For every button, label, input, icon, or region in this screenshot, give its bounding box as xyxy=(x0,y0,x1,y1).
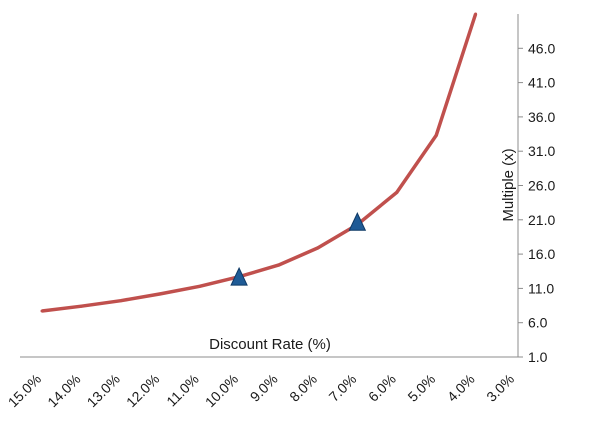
x-tick-label: 11.0% xyxy=(163,371,202,410)
data-point xyxy=(40,309,44,313)
data-point xyxy=(158,292,162,296)
data-point xyxy=(474,12,478,16)
y-tick-label: 31.0 xyxy=(528,143,555,159)
marker-triangle-1 xyxy=(348,212,367,231)
x-axis-ticks: 15.0% 14.0% 13.0% 12.0% 11.0% 10.0% 9.0% 8.0% 7.… xyxy=(5,371,517,410)
data-point xyxy=(434,133,438,137)
marker-triangle-0 xyxy=(230,266,248,286)
x-tick-label: 7.0% xyxy=(326,371,360,405)
data-point xyxy=(277,263,280,267)
y-tick-label: 1.0 xyxy=(528,349,548,365)
x-tick-label: 9.0% xyxy=(247,371,281,405)
y-tick-label: 6.0 xyxy=(528,315,548,331)
y-tick-label: 11.0 xyxy=(528,280,554,296)
data-point xyxy=(198,284,202,288)
data-point xyxy=(79,304,83,308)
x-tick-label: 6.0% xyxy=(365,371,399,405)
y-tick-label: 26.0 xyxy=(528,178,555,194)
y-tick-label: 16.0 xyxy=(528,246,555,262)
data-point xyxy=(316,246,320,250)
x-tick-label: 5.0% xyxy=(404,371,438,405)
series-line-0 xyxy=(41,13,478,313)
marker-layer xyxy=(230,212,367,286)
y-tick-label: 46.0 xyxy=(528,40,555,56)
y-tick-label: 41.0 xyxy=(528,75,555,91)
data-point xyxy=(119,299,123,303)
data-point xyxy=(395,190,399,194)
x-tick-label: 8.0% xyxy=(286,371,320,405)
y-axis-title: Multiple (x) xyxy=(500,148,517,221)
x-tick-label: 10.0% xyxy=(202,371,241,410)
x-tick-label: 15.0% xyxy=(5,371,44,410)
x-axis-title: Discount Rate (%) xyxy=(209,336,331,353)
x-tick-label: 14.0% xyxy=(44,371,83,410)
x-tick-label: 12.0% xyxy=(123,371,162,410)
y-axis-ticks: 1.0 6.0 11.0 16.0 21.0 26.0 31.0 36.0 41.0 46.0 xyxy=(518,40,555,365)
series-layer xyxy=(40,12,478,313)
y-tick-label: 36.0 xyxy=(528,109,555,125)
x-tick-label: 3.0% xyxy=(483,371,517,405)
x-tick-label: 4.0% xyxy=(444,371,478,405)
x-tick-label: 13.0% xyxy=(84,371,123,410)
y-tick-label: 21.0 xyxy=(528,212,555,228)
